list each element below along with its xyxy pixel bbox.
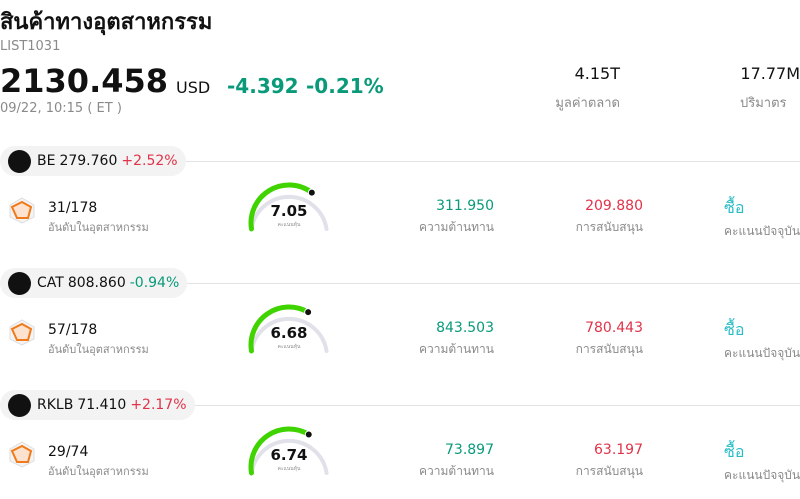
stock-chip[interactable]: CAT 808.860 -0.94% [0,268,188,298]
rank-label: อันดับในอุตสาหกรรม [48,221,149,234]
change: -4.392 [227,74,299,98]
resistance-label: ความต้านทาน [419,464,494,478]
separator [0,161,800,162]
gauge-track [249,316,329,353]
gauge-fill [248,182,315,232]
change-percent: -0.21% [306,74,384,98]
score: 6.74 [270,446,308,464]
rank: 57/178 [48,322,98,338]
rank-icon [9,441,35,468]
logo [8,149,31,173]
gauge-dot [307,188,316,197]
support: 780.443 [585,320,643,336]
icon-shape [10,444,33,463]
stat-value: 4.15T [574,64,620,83]
rank: 29/74 [48,444,89,460]
score-gauge [248,182,329,232]
stock-chip[interactable]: RKLB 71.410 +2.17% [0,390,195,420]
score-label: คะแนนหุ้น [277,222,301,228]
rank-label: อันดับในอุตสาหกรรม [48,343,149,356]
stock-price: 808.860 [67,275,126,291]
resistance-label: ความต้านทาน [419,342,494,356]
stock-chip[interactable]: BE 279.760 +2.52% [0,146,186,176]
signal: ซื้อ [724,442,745,461]
signal-label: คะแนนปัจจุบัน [724,468,800,482]
ticker: BE [37,153,56,169]
stat-label: ปริมาตร [740,96,787,111]
signal-label: คะแนนปัจจุบัน [724,224,800,238]
code: LIST1031 [0,39,61,54]
signal: ซื้อ [724,198,745,217]
ticker: CAT [37,275,64,291]
score-label: คะแนนหุ้น [277,466,301,472]
gauge-fill [248,304,311,354]
score: 7.05 [270,202,308,220]
price: 2130.458 [0,62,169,100]
rank-icon [9,197,35,224]
support-label: การสนับสนุน [575,464,643,478]
stock-change: +2.17% [130,397,187,413]
title: สินค้าทางอุตสาหกรรม [0,10,213,35]
gauge-dot [304,430,313,439]
gauge-track [249,194,329,231]
gauge-dot [304,308,313,317]
support: 63.197 [594,442,643,458]
score: 6.68 [270,324,308,342]
score-gauge [248,304,329,354]
support-label: การสนับสนุน [575,220,643,234]
separator [0,283,800,284]
stat-value: 17.77M [740,64,800,83]
resistance-label: ความต้านทาน [419,220,494,234]
separator [0,405,800,406]
support-label: การสนับสนุน [575,342,643,356]
rank-label: อันดับในอุตสาหกรรม [48,465,149,478]
signal-label: คะแนนปัจจุบัน [724,346,800,360]
time: 09/22, 10:15 ( ET ) [0,101,122,116]
stock-price: 279.760 [59,153,118,169]
resistance: 73.897 [445,442,494,458]
gauge-track [249,438,329,475]
resistance: 843.503 [436,320,494,336]
stat-label: มูลค่าตลาด [555,96,620,111]
logo [8,271,31,295]
ticker: RKLB [37,397,74,413]
resistance: 311.950 [436,198,494,214]
support: 209.880 [585,198,643,214]
rank: 31/178 [48,200,98,216]
stock-change: +2.52% [121,153,178,169]
signal: ซื้อ [724,320,745,339]
stock-price: 71.410 [77,397,127,413]
score-gauge [248,426,329,476]
score-label: คะแนนหุ้น [277,344,301,350]
currency: USD [176,78,211,97]
logo [8,393,31,417]
icon-shape [10,200,33,219]
icon-shape [10,322,33,341]
stock-change: -0.94% [129,275,180,291]
rank-icon [9,319,35,346]
gauge-fill [248,426,312,476]
